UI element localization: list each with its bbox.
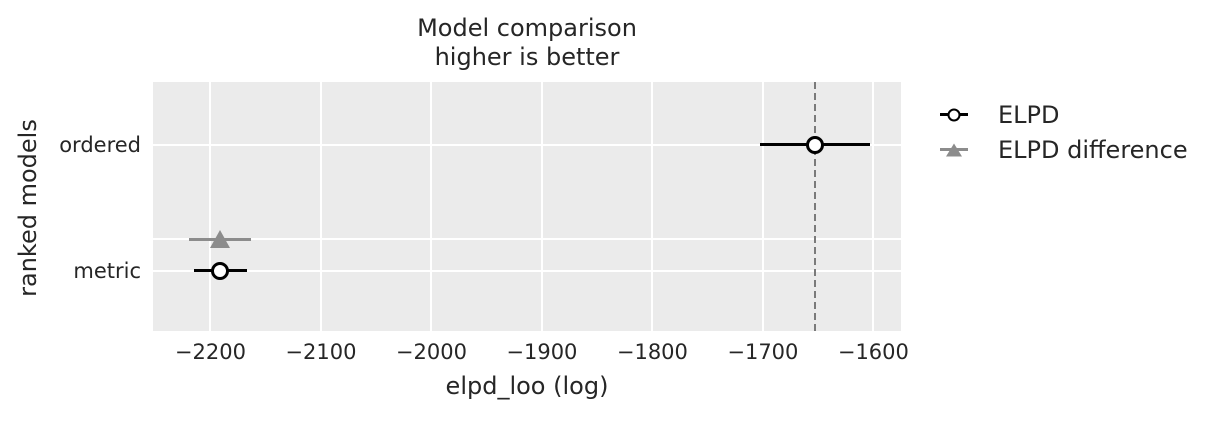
x-gridline [651, 82, 654, 331]
legend-label-elpd-difference: ELPD difference [998, 135, 1188, 164]
x-gridline [319, 82, 322, 331]
x-gridline [430, 82, 433, 331]
circle-marker-icon [947, 108, 961, 121]
x-tick-label: −1800 [616, 340, 688, 364]
elpd-marker-circle [211, 261, 230, 280]
y-gridline [153, 269, 901, 272]
elpd-marker-circle [805, 135, 824, 154]
x-axis-label: elpd_loo (log) [445, 372, 609, 400]
x-tick-label: −1700 [727, 340, 799, 364]
chart-title-line2: higher is better [434, 43, 620, 71]
y-gridline [153, 238, 901, 241]
x-gridline [540, 82, 543, 331]
y-tick-label: metric [73, 258, 141, 283]
legend-item-elpd-difference: ELPD difference [940, 132, 1188, 167]
plot-area [153, 82, 901, 331]
x-gridline [872, 82, 875, 331]
y-tick-label: ordered [59, 132, 141, 157]
x-gridline [209, 82, 212, 331]
elpd-difference-marker-triangle [210, 230, 231, 249]
x-tick-label: −2100 [285, 340, 357, 364]
x-tick-label: −1600 [837, 340, 909, 364]
legend-item-elpd: ELPD [940, 97, 1188, 132]
y-gridline [153, 143, 901, 146]
x-tick-label: −1900 [506, 340, 578, 364]
x-tick-label: −2200 [174, 340, 246, 364]
legend-label-elpd: ELPD [998, 100, 1060, 129]
reference-vline [813, 82, 816, 331]
x-tick-label: −2000 [395, 340, 467, 364]
x-gridline [761, 82, 764, 331]
chart-title-line1: Model comparison [417, 14, 637, 42]
chart-title: Model comparison higher is better [153, 14, 901, 72]
elpd-difference-triangle-icon [940, 140, 968, 160]
triangle-marker-icon [946, 143, 962, 156]
elpd-circle-icon [940, 105, 968, 125]
legend: ELPD ELPD difference [940, 97, 1188, 167]
